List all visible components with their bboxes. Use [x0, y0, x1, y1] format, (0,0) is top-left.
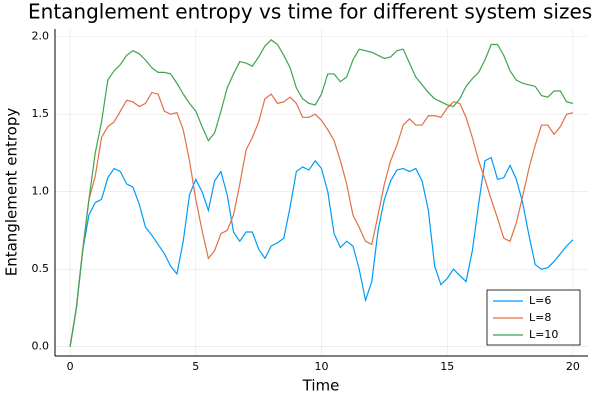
legend-label: L=10 [529, 328, 558, 341]
legend-label: L=6 [529, 294, 551, 307]
y-tick-label: 0.5 [32, 262, 50, 275]
y-tick-label: 1.5 [32, 107, 50, 120]
x-axis-label: Time [302, 377, 340, 395]
series-line [69, 156, 574, 347]
y-axis-label: Entanglement entropy [3, 108, 21, 277]
y-tick-label: 1.0 [32, 185, 50, 198]
x-tick-label: 10 [315, 360, 329, 373]
x-tick-label: 15 [440, 360, 454, 373]
series-line [69, 39, 574, 347]
x-tick-label: 20 [566, 360, 580, 373]
series-line [69, 91, 574, 347]
x-tick-label: 0 [67, 360, 74, 373]
y-tick-label: 0.0 [32, 340, 50, 353]
x-tick-label: 5 [192, 360, 199, 373]
y-tick-label: 2.0 [32, 30, 50, 43]
legend-label: L=8 [529, 311, 551, 324]
chart-title: Entanglement entropy vs time for differe… [28, 0, 592, 24]
